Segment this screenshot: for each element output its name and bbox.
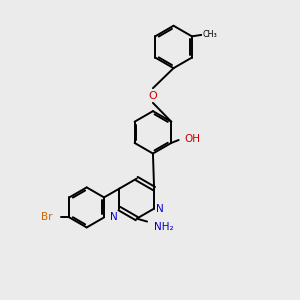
Text: OH: OH — [184, 134, 200, 143]
Text: CH₃: CH₃ — [202, 30, 217, 39]
Text: NH₂: NH₂ — [154, 222, 173, 232]
Text: N: N — [110, 212, 118, 222]
Text: O: O — [148, 91, 157, 100]
Text: N: N — [156, 204, 164, 214]
Text: Br: Br — [41, 212, 52, 222]
